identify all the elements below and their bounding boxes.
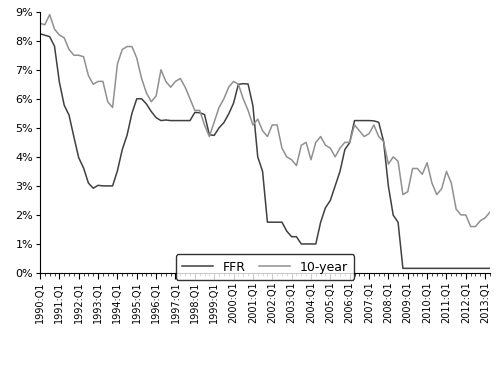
FFR [400, 266, 406, 271]
10-year [46, 12, 52, 17]
Line: FFR: FFR [40, 34, 490, 268]
10-year [120, 47, 126, 52]
FFR [153, 115, 159, 120]
10-year [216, 105, 222, 110]
10-year [158, 67, 164, 72]
10-year [487, 210, 493, 215]
FFR [308, 242, 314, 246]
Legend: FFR, 10-year: FFR, 10-year [176, 254, 354, 280]
10-year [313, 140, 319, 145]
10-year [468, 224, 473, 229]
10-year [37, 21, 43, 26]
FFR [114, 168, 120, 173]
FFR [211, 133, 217, 138]
FFR [487, 266, 493, 271]
FFR [376, 120, 382, 125]
FFR [226, 112, 232, 116]
Line: 10-year: 10-year [40, 14, 490, 227]
FFR [37, 32, 43, 36]
10-year [380, 139, 386, 144]
10-year [230, 79, 236, 84]
